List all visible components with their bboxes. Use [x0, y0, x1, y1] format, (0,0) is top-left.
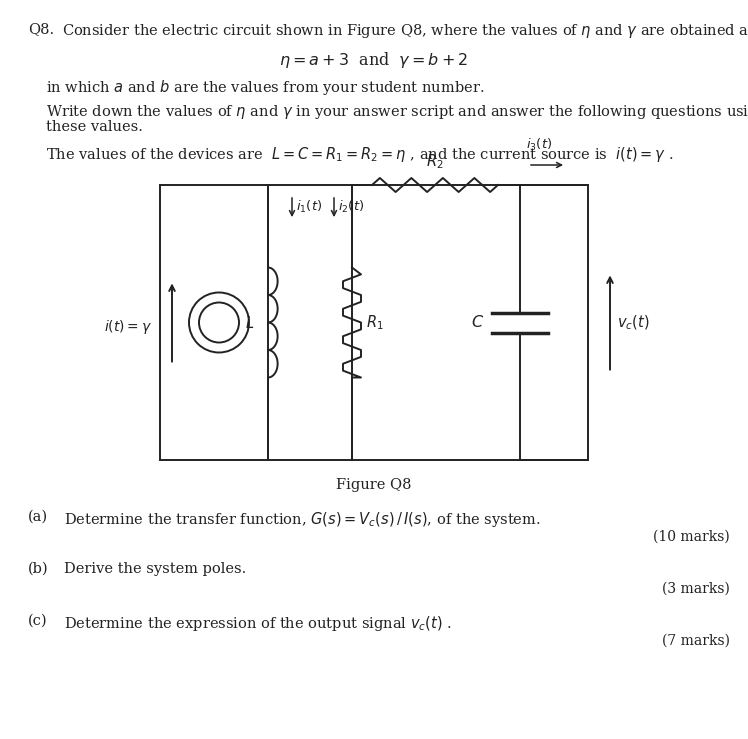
- Text: $i_3(t)$: $i_3(t)$: [526, 137, 552, 153]
- Text: $i_1(t)$: $i_1(t)$: [296, 199, 322, 215]
- Text: $C$: $C$: [471, 314, 484, 331]
- Text: $R_2$: $R_2$: [426, 152, 444, 171]
- Text: Q8.: Q8.: [28, 22, 54, 36]
- Text: Determine the transfer function, $G(s)=V_c(s)\,/\,I(s)$, of the system.: Determine the transfer function, $G(s)=V…: [64, 510, 541, 529]
- Text: Write down the values of $\eta$ and $\gamma$ in your answer script and answer th: Write down the values of $\eta$ and $\ga…: [46, 103, 748, 121]
- Text: Figure Q8: Figure Q8: [337, 478, 411, 492]
- Text: Consider the electric circuit shown in Figure Q8, where the values of $\eta$ and: Consider the electric circuit shown in F…: [62, 22, 748, 40]
- Text: Derive the system poles.: Derive the system poles.: [64, 562, 246, 576]
- Text: $i(t)=\gamma$: $i(t)=\gamma$: [104, 319, 152, 336]
- Text: $i_2(t)$: $i_2(t)$: [338, 199, 364, 215]
- Text: (7 marks): (7 marks): [662, 634, 730, 648]
- Text: $v_c(t)$: $v_c(t)$: [617, 313, 649, 332]
- Text: (c): (c): [28, 614, 48, 628]
- Text: $R_1$: $R_1$: [366, 313, 384, 332]
- Text: The values of the devices are  $L=C=R_1=R_2=\eta$ , and the current source is  $: The values of the devices are $L=C=R_1=R…: [46, 145, 673, 164]
- Text: these values.: these values.: [46, 120, 143, 134]
- Text: in which $a$ and $b$ are the values from your student number.: in which $a$ and $b$ are the values from…: [46, 78, 485, 97]
- Text: $L$: $L$: [245, 315, 254, 330]
- Text: (b): (b): [28, 562, 49, 576]
- Text: Determine the expression of the output signal $v_c(t)$ .: Determine the expression of the output s…: [64, 614, 452, 633]
- Text: (a): (a): [28, 510, 48, 524]
- Text: $\eta=a+3$  and  $\gamma=b+2$: $\eta=a+3$ and $\gamma=b+2$: [280, 50, 468, 70]
- Text: (3 marks): (3 marks): [662, 582, 730, 596]
- Text: (10 marks): (10 marks): [653, 530, 730, 544]
